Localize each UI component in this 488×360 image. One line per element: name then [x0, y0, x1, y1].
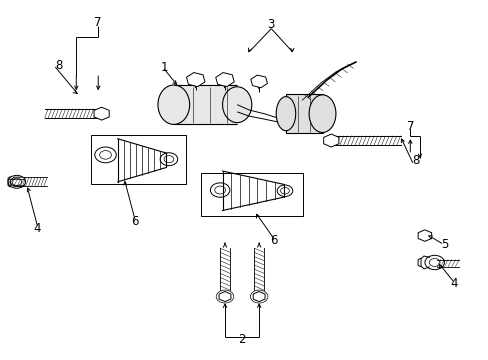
Text: 7: 7 [406, 120, 413, 133]
Text: 8: 8 [412, 154, 419, 167]
Text: 7: 7 [94, 16, 102, 29]
Text: 3: 3 [267, 18, 274, 31]
Ellipse shape [222, 87, 251, 123]
Ellipse shape [308, 95, 335, 132]
Bar [285, 94, 322, 134]
Text: 6: 6 [131, 215, 138, 228]
Bar [91, 135, 185, 184]
Text: 8: 8 [55, 59, 62, 72]
Text: 1: 1 [160, 60, 167, 73]
Text: 4: 4 [34, 222, 41, 235]
Bar [200, 173, 303, 216]
Text: 4: 4 [449, 278, 457, 291]
Ellipse shape [158, 85, 189, 125]
Ellipse shape [276, 96, 295, 131]
Text: 6: 6 [269, 234, 277, 247]
Text: 2: 2 [238, 333, 245, 346]
Text: 5: 5 [440, 238, 447, 251]
